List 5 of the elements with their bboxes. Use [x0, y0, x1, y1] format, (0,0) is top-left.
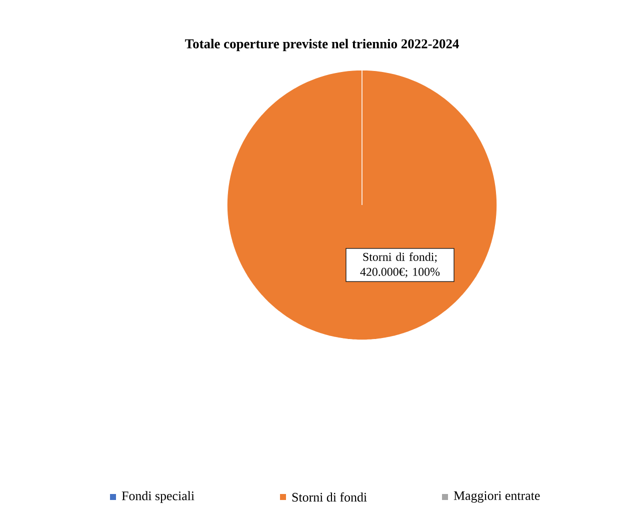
data-label: Storni di fondi; 420.000€; 100%: [360, 252, 440, 278]
legend-label: Storni di fondi: [292, 492, 367, 502]
legend-label: Fondi speciali: [122, 491, 194, 503]
legend-label: Maggiori entrate: [454, 491, 540, 503]
chart-title: Totale coperture previste nel triennio 2022-2024: [185, 38, 459, 52]
